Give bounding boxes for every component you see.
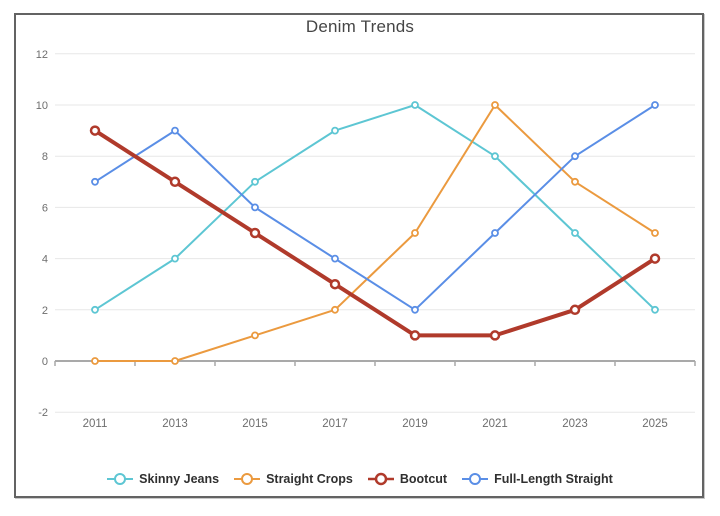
legend-item-bootcut[interactable]: Bootcut: [367, 472, 448, 486]
x-axis-tick-label: 2011: [83, 418, 108, 430]
legend-item-skinny-jeans[interactable]: Skinny Jeans: [107, 472, 219, 486]
legend-label: Skinny Jeans: [139, 472, 220, 486]
x-axis-tick-label: 2023: [562, 418, 588, 430]
data-point-skinny-jeans-2017[interactable]: [331, 126, 339, 135]
legend-marker-icon: [367, 472, 394, 486]
data-point-skinny-jeans-2019[interactable]: [411, 101, 419, 109]
data-point-full-length-straight-2025[interactable]: [651, 101, 659, 109]
y-axis-tick-label: 8: [42, 151, 48, 163]
legend-item-full-length-straight[interactable]: Full-Length Straight: [462, 472, 613, 486]
series-line-bootcut: [93, 128, 657, 338]
x-axis-tick-label: 2013: [162, 418, 188, 430]
x-axis-tick-label: 2017: [322, 418, 348, 430]
data-point-straight-crops-2023[interactable]: [571, 177, 579, 186]
legend-label: Full-Length Straight: [494, 472, 613, 486]
y-axis-tick-label: 12: [36, 49, 48, 61]
data-point-straight-crops-2025[interactable]: [651, 229, 659, 237]
data-point-straight-crops-2013[interactable]: [171, 357, 179, 365]
series-line-straight-crops: [94, 104, 656, 362]
x-axis-tick-label: 2021: [482, 418, 508, 430]
data-point-full-length-straight-2017[interactable]: [331, 254, 339, 263]
legend-label: Straight Crops: [266, 472, 353, 486]
series-line-full-length-straight: [94, 104, 656, 311]
data-point-bootcut-2013[interactable]: [169, 176, 181, 188]
chart-title: Denim Trends: [305, 17, 415, 36]
legend-marker-icon: [234, 473, 261, 485]
y-axis-tick-label: -2: [38, 407, 48, 419]
legend: Skinny Jeans Straight Crops Bootcut Full-Le…: [0, 468, 720, 490]
data-point-straight-crops-2019[interactable]: [411, 229, 419, 237]
data-point-bootcut-2021[interactable]: [489, 330, 501, 341]
data-point-skinny-jeans-2023[interactable]: [571, 229, 579, 237]
data-point-skinny-jeans-2025[interactable]: [651, 305, 659, 314]
y-axis-tick-label: 4: [42, 254, 48, 266]
y-axis-tick-label: 6: [42, 202, 48, 214]
x-axis-tick-label: 2019: [402, 418, 428, 430]
data-point-full-length-straight-2015[interactable]: [251, 203, 259, 212]
data-point-full-length-straight-2019[interactable]: [411, 305, 419, 314]
y-axis-tick-label: 10: [36, 100, 48, 112]
y-axis-tick-label: 0: [42, 356, 48, 368]
y-axis-tick-label: 2: [42, 305, 48, 317]
data-point-bootcut-2015[interactable]: [249, 227, 261, 239]
data-point-skinny-jeans-2021[interactable]: [491, 152, 499, 161]
data-point-full-length-straight-2023[interactable]: [571, 152, 579, 161]
legend-marker-icon: [107, 473, 134, 485]
x-axis-tick-label: 2015: [242, 418, 268, 430]
data-point-bootcut-2025[interactable]: [649, 253, 661, 264]
data-point-straight-crops-2017[interactable]: [331, 305, 339, 314]
data-point-bootcut-2023[interactable]: [569, 304, 581, 316]
data-point-skinny-jeans-2011[interactable]: [91, 305, 99, 314]
data-point-full-length-straight-2013[interactable]: [171, 126, 179, 135]
data-point-full-length-straight-2011[interactable]: [91, 177, 99, 186]
legend-label: Bootcut: [399, 472, 448, 486]
x-axis-tick-label: 2025: [642, 418, 668, 430]
data-point-bootcut-2017[interactable]: [329, 278, 341, 290]
data-point-skinny-jeans-2013[interactable]: [171, 254, 179, 263]
data-point-full-length-straight-2021[interactable]: [491, 229, 499, 237]
data-point-skinny-jeans-2015[interactable]: [251, 177, 259, 186]
series-line-skinny-jeans: [94, 104, 656, 311]
data-point-straight-crops-2015[interactable]: [251, 331, 259, 340]
legend-item-straight-crops[interactable]: Straight Crops: [234, 472, 353, 486]
data-point-bootcut-2019[interactable]: [409, 330, 421, 341]
data-point-bootcut-2011[interactable]: [89, 125, 101, 136]
data-point-straight-crops-2011[interactable]: [91, 357, 99, 365]
legend-marker-icon: [462, 473, 489, 485]
data-point-straight-crops-2021[interactable]: [491, 101, 499, 109]
